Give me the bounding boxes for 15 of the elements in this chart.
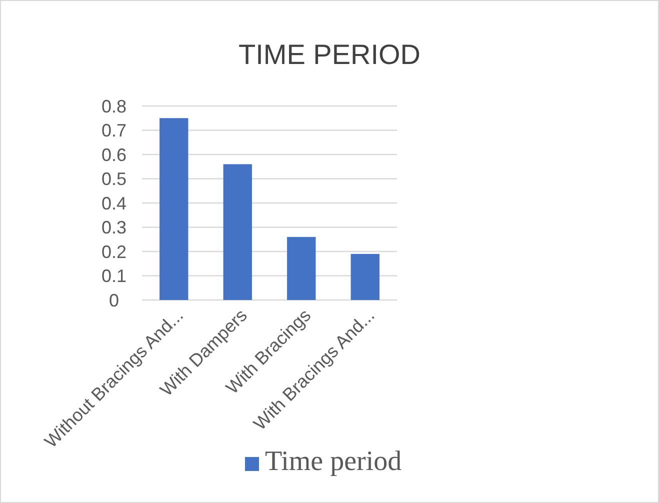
y-tick-label: 0.8 bbox=[101, 96, 127, 116]
y-tick-label: 0.5 bbox=[101, 169, 127, 190]
bar bbox=[160, 118, 188, 300]
y-tick-label: 0 bbox=[108, 290, 120, 310]
y-tick-label: 0.6 bbox=[101, 144, 127, 165]
y-tick-label: 0.2 bbox=[101, 242, 127, 262]
y-tick-label: 0.4 bbox=[101, 193, 127, 214]
bar bbox=[223, 164, 252, 300]
bar bbox=[350, 254, 380, 300]
legend-label: Time period bbox=[265, 446, 402, 477]
y-tick-label: 0.1 bbox=[101, 266, 127, 286]
y-tick-label: 0.7 bbox=[101, 120, 127, 141]
chart-title: TIME PERIOD bbox=[238, 39, 421, 70]
bar bbox=[287, 236, 316, 300]
y-tick-label: 0.3 bbox=[101, 218, 127, 238]
